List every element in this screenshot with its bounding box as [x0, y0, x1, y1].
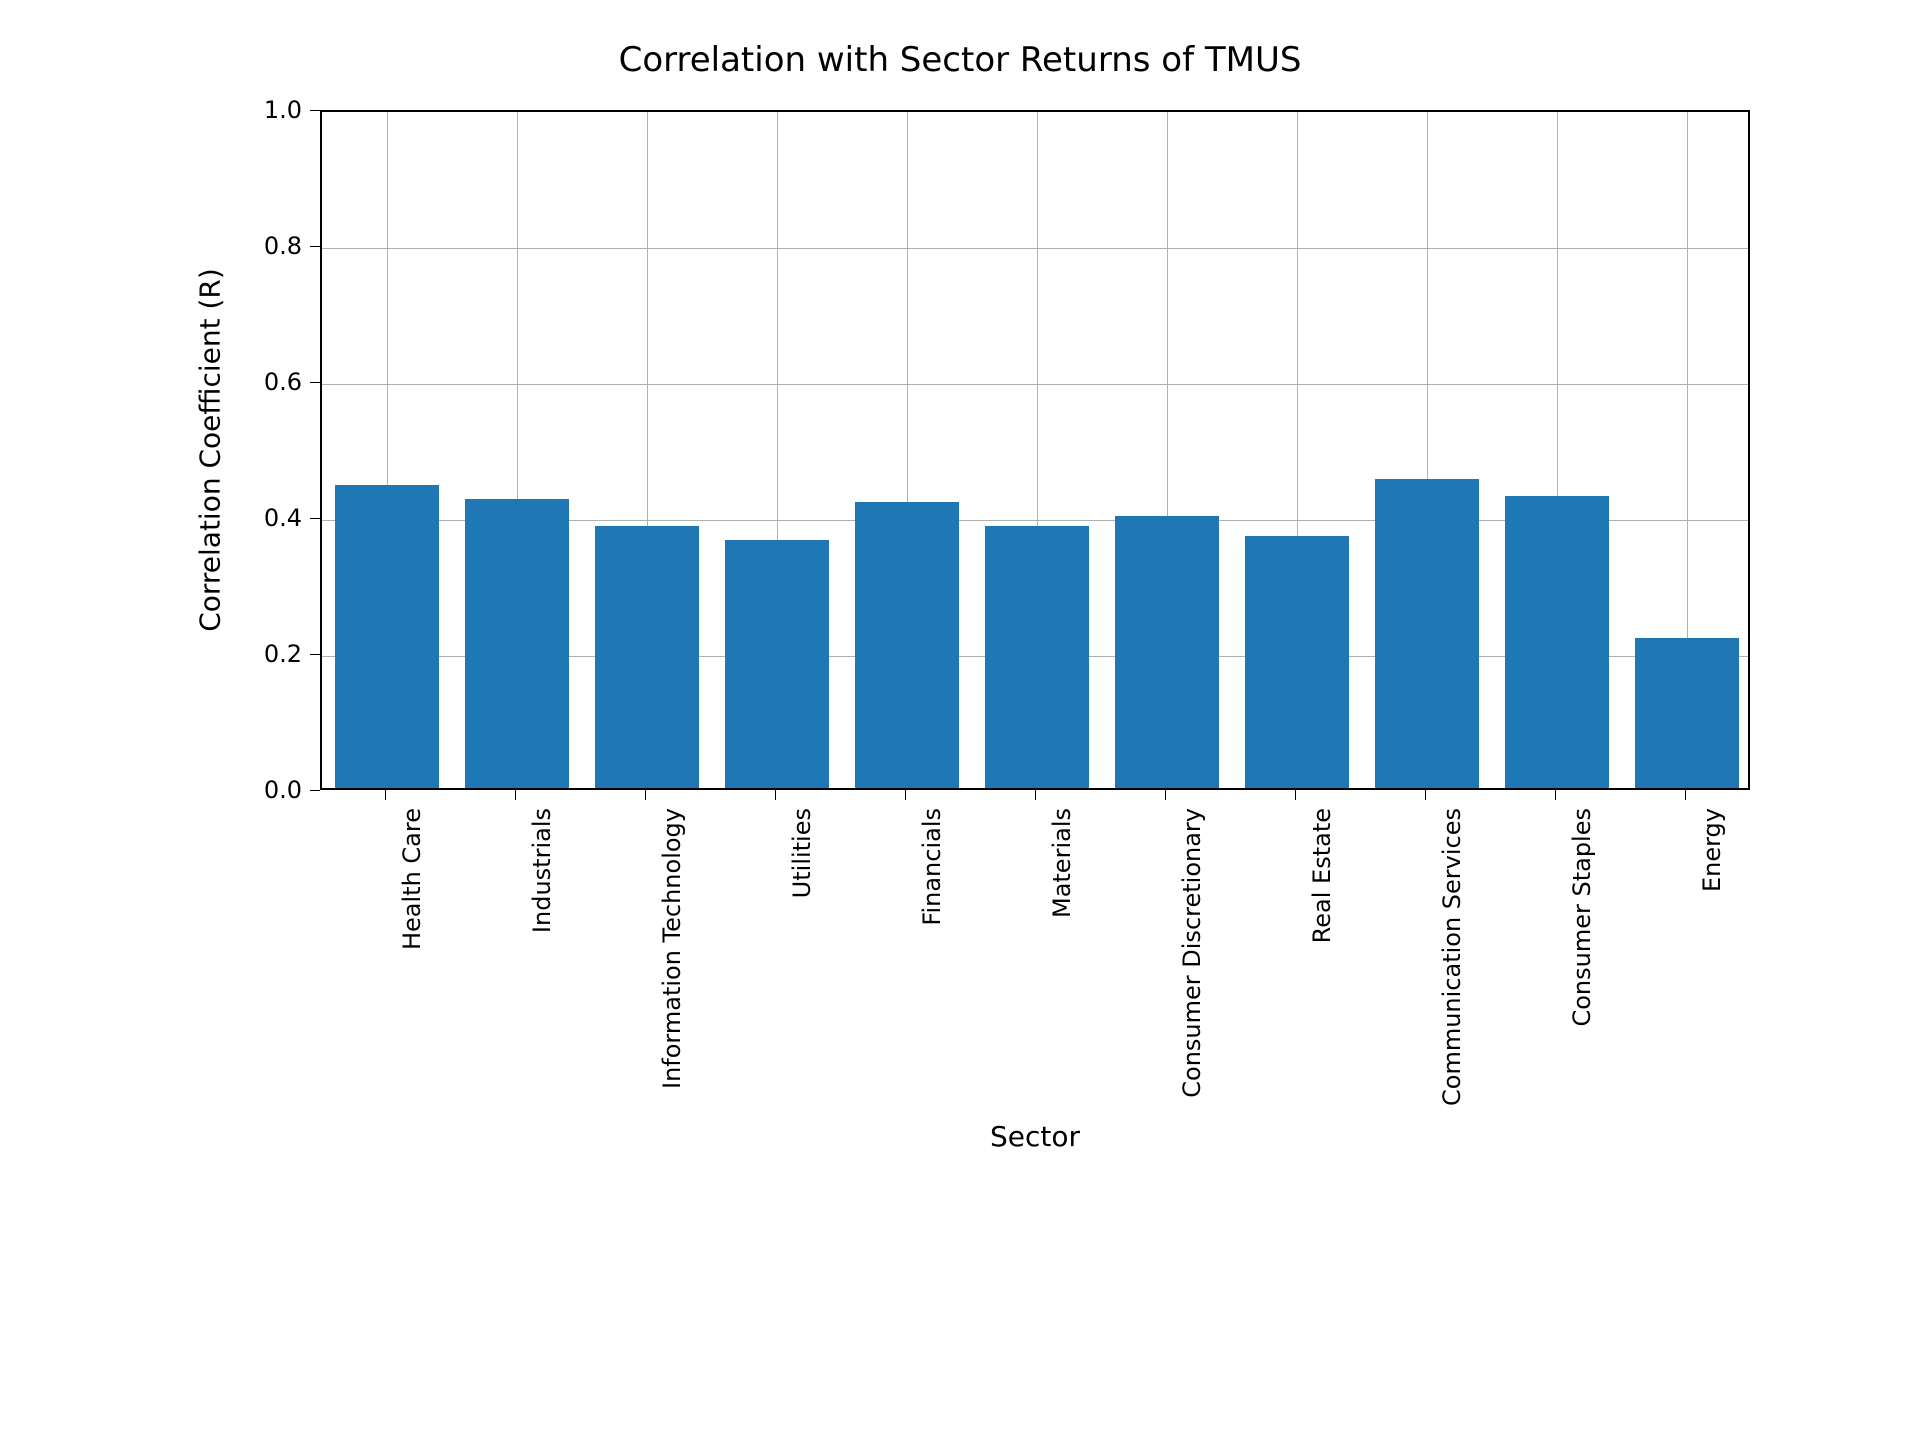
x-tick-mark — [1425, 790, 1426, 800]
x-tick-mark — [1035, 790, 1036, 800]
y-axis-label: Correlation Coefficient (R) — [194, 268, 227, 632]
x-tick-label: Consumer Discretionary — [1178, 808, 1206, 1108]
x-tick-label: Utilities — [788, 808, 816, 1108]
x-axis-label: Sector — [990, 1120, 1080, 1153]
x-tick-label: Energy — [1698, 808, 1726, 1108]
bar — [855, 502, 959, 788]
x-tick-label: Materials — [1048, 808, 1076, 1108]
x-tick-mark — [515, 790, 516, 800]
plot-area — [320, 110, 1750, 790]
x-tick-mark — [905, 790, 906, 800]
bar — [1375, 479, 1479, 788]
y-tick-label: 1.0 — [120, 96, 302, 124]
bar — [725, 540, 829, 788]
gridline-horizontal — [322, 248, 1748, 249]
x-tick-label: Health Care — [398, 808, 426, 1108]
x-tick-mark — [1555, 790, 1556, 800]
bar — [1115, 516, 1219, 788]
y-tick-mark — [310, 518, 320, 519]
x-tick-mark — [1685, 790, 1686, 800]
bar — [1635, 638, 1739, 788]
x-tick-mark — [385, 790, 386, 800]
x-tick-mark — [1295, 790, 1296, 800]
y-tick-mark — [310, 246, 320, 247]
x-tick-mark — [775, 790, 776, 800]
y-tick-mark — [310, 382, 320, 383]
chart-container: Correlation with Sector Returns of TMUS … — [120, 40, 1800, 1400]
gridline-horizontal — [322, 384, 1748, 385]
bar — [595, 526, 699, 788]
y-tick-mark — [310, 790, 320, 791]
chart-title: Correlation with Sector Returns of TMUS — [120, 40, 1800, 80]
bar — [1505, 496, 1609, 788]
y-tick-label: 0.4 — [120, 504, 302, 532]
bar — [985, 526, 1089, 788]
bar — [465, 499, 569, 788]
y-tick-label: 0.8 — [120, 232, 302, 260]
x-tick-mark — [1165, 790, 1166, 800]
y-tick-mark — [310, 110, 320, 111]
bar — [1245, 536, 1349, 788]
x-tick-label: Consumer Staples — [1568, 808, 1596, 1108]
y-tick-label: 0.2 — [120, 640, 302, 668]
x-tick-label: Communication Services — [1438, 808, 1466, 1108]
y-tick-label: 0.6 — [120, 368, 302, 396]
x-tick-label: Industrials — [528, 808, 556, 1108]
x-tick-label: Real Estate — [1308, 808, 1336, 1108]
y-tick-label: 0.0 — [120, 776, 302, 804]
bar — [335, 485, 439, 788]
x-tick-mark — [645, 790, 646, 800]
x-tick-label: Financials — [918, 808, 946, 1108]
x-tick-label: Information Technology — [658, 808, 686, 1108]
y-tick-mark — [310, 654, 320, 655]
